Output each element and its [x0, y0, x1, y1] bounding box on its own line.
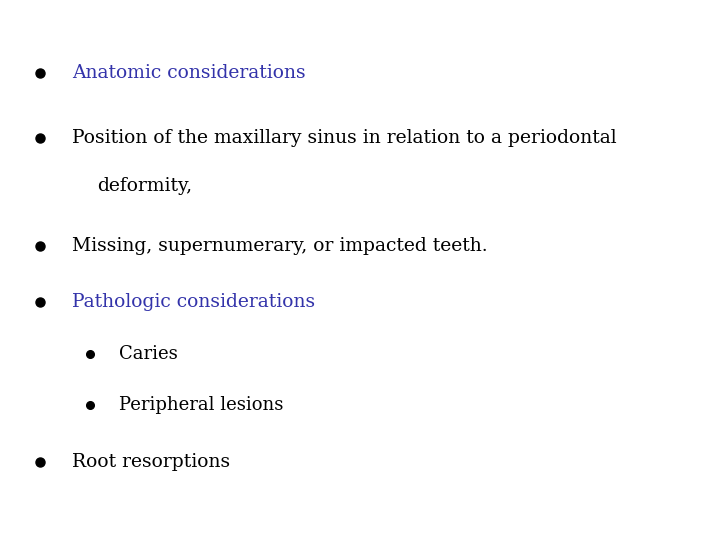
Text: Peripheral lesions: Peripheral lesions	[119, 396, 283, 414]
Text: deformity,: deformity,	[97, 177, 192, 195]
Text: Caries: Caries	[119, 345, 178, 363]
Text: Pathologic considerations: Pathologic considerations	[72, 293, 315, 312]
Text: Missing, supernumerary, or impacted teeth.: Missing, supernumerary, or impacted teet…	[72, 237, 487, 255]
Text: Root resorptions: Root resorptions	[72, 453, 230, 471]
Text: Position of the maxillary sinus in relation to a periodontal: Position of the maxillary sinus in relat…	[72, 129, 616, 147]
Text: Anatomic considerations: Anatomic considerations	[72, 64, 305, 82]
